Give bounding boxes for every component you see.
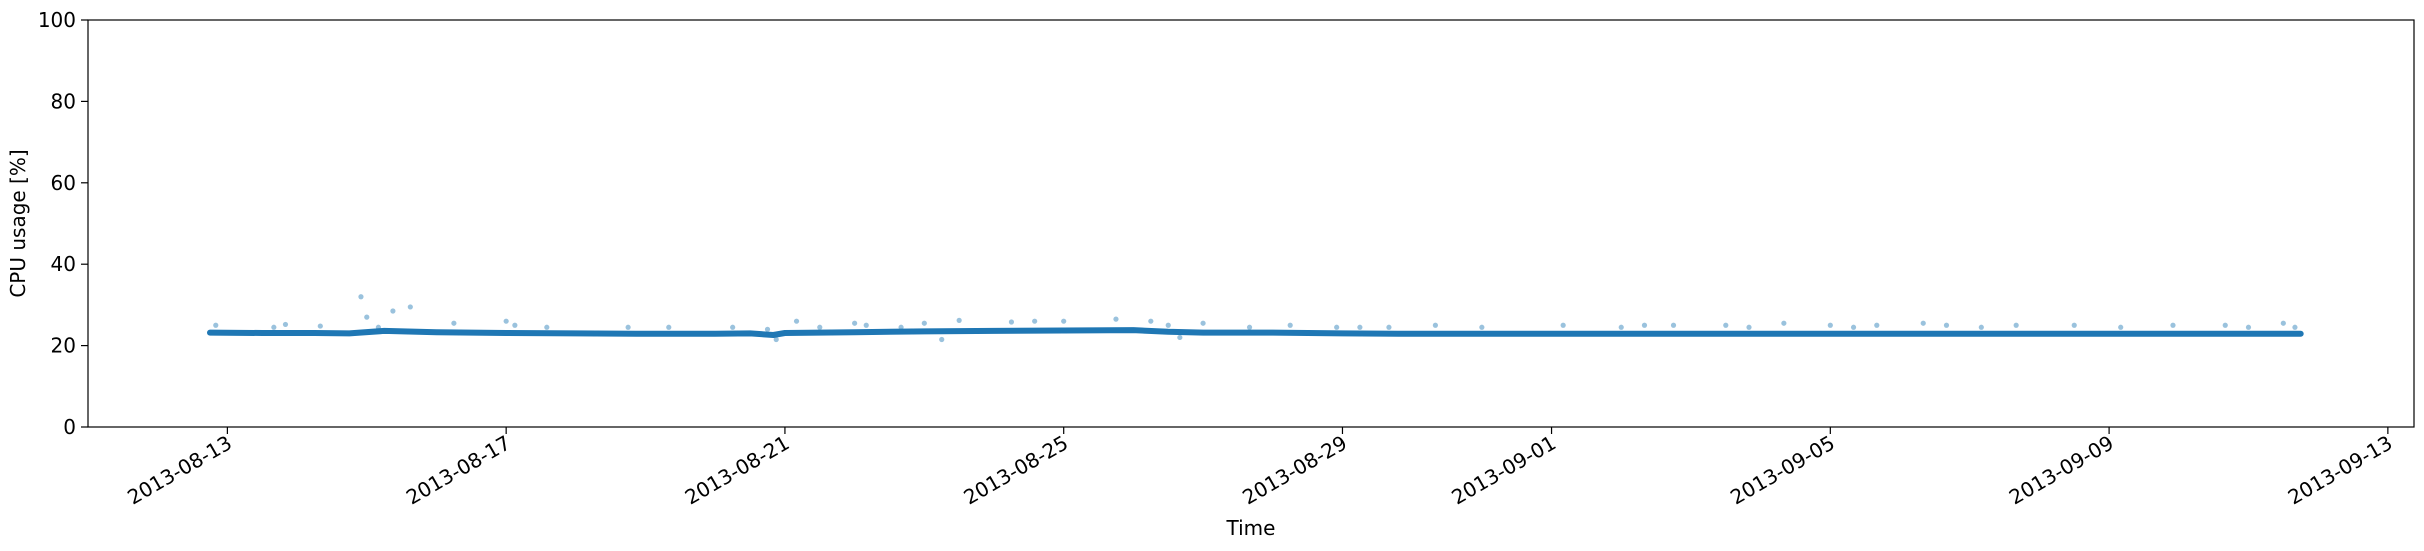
data-point xyxy=(921,320,927,326)
y-tick-label: 100 xyxy=(38,8,76,32)
data-point xyxy=(1781,320,1787,326)
y-tick-label: 40 xyxy=(51,252,76,276)
y-axis-ticks: 0 20 40 60 80 100 xyxy=(38,8,88,439)
data-point xyxy=(1113,316,1119,322)
data-point xyxy=(358,294,364,300)
data-point xyxy=(2222,322,2228,328)
data-point xyxy=(2280,320,2286,326)
data-point xyxy=(898,324,904,330)
data-point xyxy=(282,321,289,328)
data-point xyxy=(1165,322,1171,328)
data-point xyxy=(1641,322,1648,328)
x-tick-label: 2013-08-25 xyxy=(960,431,1073,510)
data-point xyxy=(271,324,277,330)
data-point xyxy=(1177,334,1183,341)
data-point xyxy=(1246,324,1253,330)
data-point xyxy=(1032,318,1038,324)
data-point xyxy=(1746,324,1752,330)
x-tick-label: 2013-09-13 xyxy=(2284,431,2397,510)
data-point xyxy=(625,324,631,330)
data-point xyxy=(2071,322,2077,328)
data-point xyxy=(512,322,518,328)
y-tick-label: 0 xyxy=(63,415,76,439)
x-tick-label: 2013-08-13 xyxy=(123,431,236,510)
data-point xyxy=(2292,324,2298,330)
data-point xyxy=(939,336,945,343)
data-point xyxy=(1061,318,1067,324)
data-point xyxy=(1287,322,1293,328)
data-point xyxy=(1618,324,1624,330)
data-point xyxy=(1850,324,1857,330)
data-point xyxy=(317,323,323,329)
data-point xyxy=(1670,322,1677,328)
cpu-usage-series-band xyxy=(207,327,2304,338)
data-point xyxy=(956,317,962,323)
data-point xyxy=(1479,324,1485,330)
data-point xyxy=(364,314,370,320)
data-point xyxy=(1148,318,1154,324)
data-point xyxy=(1920,320,1926,326)
data-point xyxy=(730,324,736,330)
data-point xyxy=(544,324,550,330)
data-point xyxy=(2118,324,2124,330)
data-point xyxy=(1008,319,1015,325)
data-point xyxy=(666,324,672,330)
data-point xyxy=(2170,322,2176,328)
y-tick-label: 80 xyxy=(51,89,76,113)
x-tick-label: 2013-09-05 xyxy=(1726,431,1839,510)
data-point xyxy=(793,318,800,324)
x-tick-label: 2013-09-09 xyxy=(2005,431,2118,510)
data-point xyxy=(213,322,219,328)
data-point xyxy=(1357,324,1363,330)
data-point xyxy=(1386,324,1392,330)
data-point xyxy=(1943,322,1950,328)
y-tick-label: 20 xyxy=(51,334,76,358)
data-point xyxy=(390,308,396,314)
data-point xyxy=(1334,324,1340,330)
y-tick-label: 60 xyxy=(51,171,76,195)
data-point xyxy=(852,320,858,326)
data-point xyxy=(817,324,823,330)
data-point xyxy=(773,336,779,343)
y-axis-label: CPU usage [%] xyxy=(6,149,30,297)
data-band xyxy=(207,327,2304,338)
data-point xyxy=(451,320,457,326)
data-point xyxy=(1827,322,1833,328)
data-point xyxy=(2013,322,2019,328)
axes-frame xyxy=(87,19,2415,428)
data-point xyxy=(764,326,771,332)
x-tick-label: 2013-09-01 xyxy=(1447,431,1560,510)
data-point xyxy=(1432,322,1438,328)
data-point xyxy=(1200,320,1206,326)
x-axis-ticks: 2013-08-13 2013-08-17 2013-08-21 2013-08-25… xyxy=(123,427,2396,509)
data-point xyxy=(1874,322,1880,328)
x-axis-label: Time xyxy=(1226,516,1276,540)
data-point xyxy=(2245,324,2252,330)
data-point xyxy=(863,322,869,328)
x-tick-label: 2013-08-21 xyxy=(681,431,794,510)
x-tick-label: 2013-08-29 xyxy=(1238,431,1351,510)
data-point xyxy=(407,304,413,310)
data-point xyxy=(1723,322,1729,328)
data-point xyxy=(1978,324,1984,330)
data-point xyxy=(1560,322,1566,328)
data-point xyxy=(503,318,509,324)
x-tick-label: 2013-08-17 xyxy=(402,431,515,510)
data-points xyxy=(213,294,2298,343)
